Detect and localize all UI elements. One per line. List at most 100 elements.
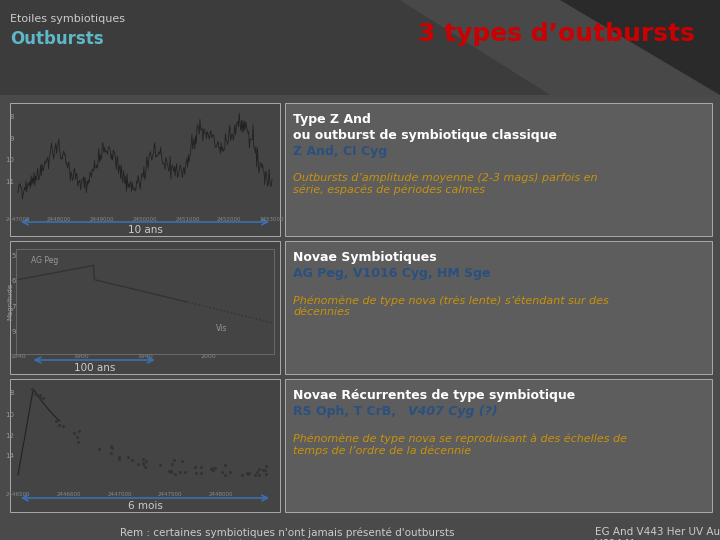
Point	[107, 444, 118, 453]
Point	[105, 449, 117, 458]
Text: Novae Symbiotiques: Novae Symbiotiques	[293, 251, 436, 264]
Point	[189, 463, 200, 471]
Text: 10: 10	[5, 157, 14, 163]
Point	[132, 459, 143, 468]
Text: 8: 8	[9, 114, 14, 120]
Point	[174, 468, 186, 477]
Text: 11: 11	[5, 179, 14, 185]
Bar	[10, 379, 280, 512]
Point	[138, 459, 149, 468]
Text: 8: 8	[9, 390, 14, 396]
Point	[122, 453, 134, 462]
Bar	[0, 0, 720, 95]
Text: 10 ans: 10 ans	[127, 225, 163, 235]
Text: 2447000: 2447000	[6, 217, 30, 222]
Point	[224, 468, 235, 476]
Text: 2452000: 2452000	[217, 217, 241, 222]
Point	[26, 384, 37, 393]
Point	[126, 456, 138, 464]
Text: 100 ans: 100 ans	[73, 363, 115, 373]
Text: V407 Cyg (?): V407 Cyg (?)	[408, 405, 498, 418]
Bar	[16, 249, 274, 354]
Text: Etoiles symbiotiques: Etoiles symbiotiques	[10, 14, 125, 24]
Text: 14: 14	[5, 453, 14, 459]
Text: 6: 6	[12, 278, 16, 284]
Point	[179, 468, 191, 476]
Point	[50, 416, 61, 425]
Text: EG And V443 Her UV Aur
V694 Mon: EG And V443 Her UV Aur V694 Mon	[595, 527, 720, 540]
Point	[168, 456, 180, 465]
Point	[204, 465, 216, 474]
Bar	[285, 241, 712, 374]
Point	[166, 460, 178, 469]
Polygon shape	[560, 0, 720, 95]
Point	[53, 421, 65, 429]
Text: Magnitude: Magnitude	[7, 283, 13, 320]
Text: 2451000: 2451000	[176, 217, 200, 222]
Text: Z And, CI Cyg: Z And, CI Cyg	[293, 145, 387, 158]
Point	[195, 463, 207, 472]
Text: 12: 12	[5, 433, 14, 439]
Text: Phénomène de type nova se reproduisant à des échelles de
temps de l’ordre de la : Phénomène de type nova se reproduisant à…	[293, 433, 627, 456]
Text: 2449000: 2449000	[89, 217, 114, 222]
Point	[207, 464, 218, 472]
Point	[137, 459, 148, 468]
Point	[73, 438, 84, 447]
Text: RS Oph, T CrB,: RS Oph, T CrB,	[293, 405, 400, 418]
Bar	[10, 241, 280, 374]
Point	[113, 453, 125, 462]
Text: 3 types d’outbursts: 3 types d’outbursts	[418, 22, 695, 46]
Point	[140, 457, 152, 465]
Text: Outbursts d’amplitude moyenne (2-3 mags) parfois en
série, espacés de périodes c: Outbursts d’amplitude moyenne (2-3 mags)…	[293, 173, 598, 195]
Text: 2447000: 2447000	[107, 492, 132, 497]
Point	[243, 470, 254, 479]
Point	[35, 394, 46, 402]
Text: 5: 5	[12, 253, 16, 259]
Point	[261, 462, 272, 470]
Point	[140, 462, 151, 471]
Point	[166, 468, 177, 477]
Point	[163, 467, 175, 475]
Point	[251, 468, 263, 476]
Point	[58, 421, 69, 430]
Text: Outbursts: Outbursts	[10, 30, 104, 48]
Text: 2448000: 2448000	[46, 217, 71, 222]
Text: Phénomène de type nova (très lente) s’étendant sur des
décennies: Phénomène de type nova (très lente) s’ét…	[293, 295, 608, 317]
Point	[207, 465, 218, 474]
Point	[105, 442, 117, 451]
Point	[71, 433, 83, 441]
Point	[241, 469, 253, 477]
Text: ou outburst de symbiotique classique: ou outburst de symbiotique classique	[293, 129, 557, 142]
Point	[113, 455, 125, 463]
Point	[253, 470, 264, 479]
Point	[259, 465, 271, 474]
Point	[249, 470, 261, 479]
Text: 2448000: 2448000	[209, 492, 233, 497]
Point	[258, 466, 269, 475]
Text: 1940: 1940	[137, 354, 153, 359]
Point	[176, 457, 188, 465]
Text: 6 mois: 6 mois	[127, 501, 163, 511]
Point	[93, 444, 104, 453]
Polygon shape	[400, 0, 720, 95]
Point	[37, 394, 49, 403]
Point	[168, 469, 180, 478]
Point	[137, 455, 148, 463]
Point	[154, 461, 166, 470]
Text: AG Peg: AG Peg	[31, 256, 58, 265]
Text: 2446500: 2446500	[6, 492, 30, 497]
Point	[30, 389, 41, 398]
Point	[236, 470, 248, 479]
Text: 2000: 2000	[201, 354, 216, 359]
Text: 1900: 1900	[73, 354, 89, 359]
Point	[261, 470, 272, 479]
Point	[73, 427, 84, 435]
Bar	[285, 379, 712, 512]
Text: 7: 7	[12, 303, 16, 309]
Text: 1840: 1840	[10, 354, 26, 359]
Text: 2450000: 2450000	[132, 217, 157, 222]
Bar	[285, 103, 712, 236]
Point	[68, 428, 80, 437]
Text: 2446600: 2446600	[57, 492, 81, 497]
Point	[253, 465, 264, 474]
